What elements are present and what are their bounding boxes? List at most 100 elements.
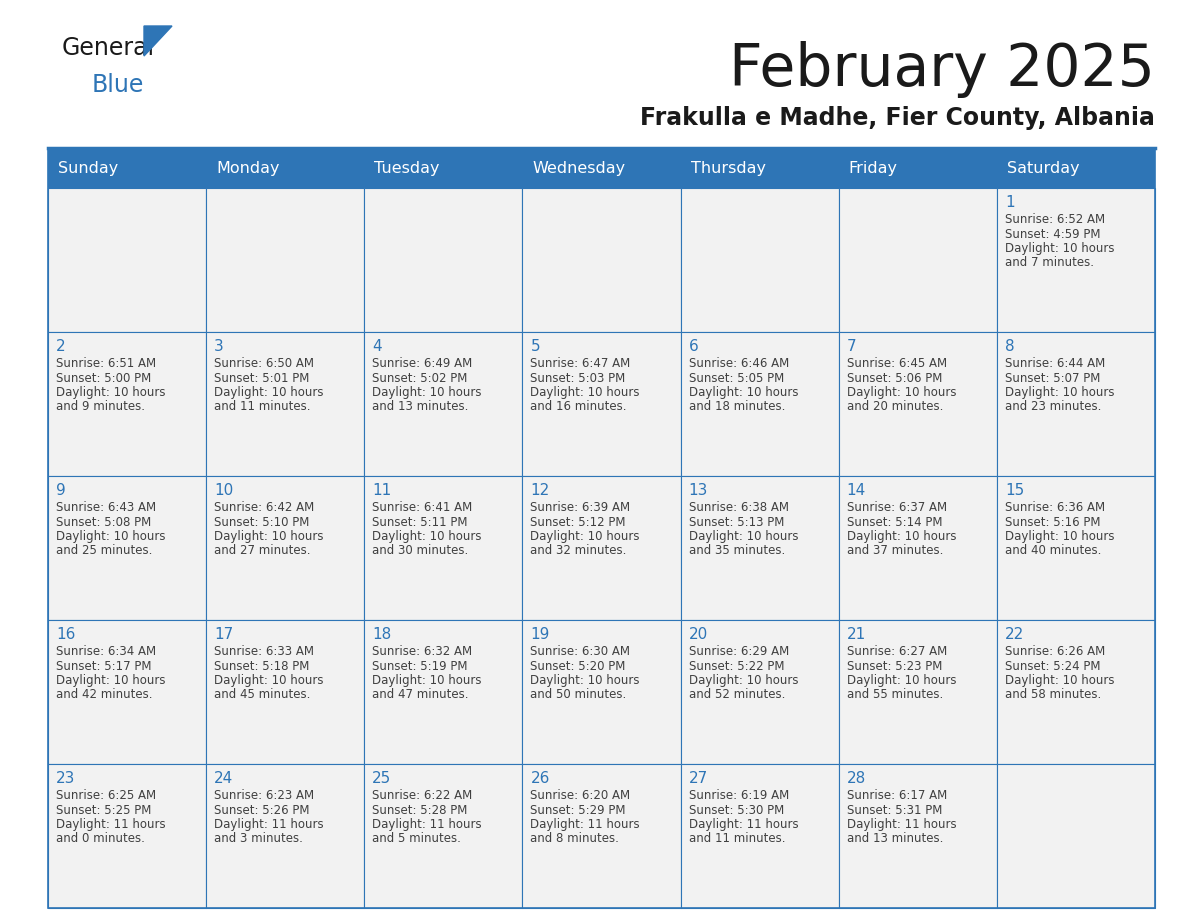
Text: and 25 minutes.: and 25 minutes.	[56, 544, 152, 557]
Text: and 40 minutes.: and 40 minutes.	[1005, 544, 1101, 557]
Text: 17: 17	[214, 627, 233, 642]
Text: 13: 13	[689, 483, 708, 498]
Text: 7: 7	[847, 339, 857, 354]
Text: 28: 28	[847, 771, 866, 786]
Text: 9: 9	[56, 483, 65, 498]
Text: and 58 minutes.: and 58 minutes.	[1005, 688, 1101, 701]
Text: Sunset: 5:06 PM: Sunset: 5:06 PM	[847, 372, 942, 385]
Bar	[523, 620, 681, 764]
Text: Sunrise: 6:46 AM: Sunrise: 6:46 AM	[689, 357, 789, 370]
Text: Tuesday: Tuesday	[374, 162, 440, 176]
Text: and 16 minutes.: and 16 minutes.	[530, 400, 627, 413]
Bar	[839, 476, 997, 620]
Bar	[681, 476, 839, 620]
Text: General: General	[62, 36, 156, 60]
Bar	[997, 188, 1155, 332]
Text: Sunrise: 6:27 AM: Sunrise: 6:27 AM	[847, 645, 947, 658]
Bar	[365, 620, 523, 764]
Text: Sunrise: 6:19 AM: Sunrise: 6:19 AM	[689, 789, 789, 802]
Text: Daylight: 10 hours: Daylight: 10 hours	[56, 674, 165, 687]
Text: Sunset: 5:13 PM: Sunset: 5:13 PM	[689, 516, 784, 529]
Text: and 20 minutes.: and 20 minutes.	[847, 400, 943, 413]
Text: and 47 minutes.: and 47 minutes.	[372, 688, 469, 701]
Text: Sunrise: 6:32 AM: Sunrise: 6:32 AM	[372, 645, 473, 658]
Text: Daylight: 10 hours: Daylight: 10 hours	[689, 386, 798, 399]
Text: Daylight: 10 hours: Daylight: 10 hours	[1005, 530, 1114, 543]
Text: and 13 minutes.: and 13 minutes.	[372, 400, 468, 413]
Text: 8: 8	[1005, 339, 1015, 354]
Text: Sunrise: 6:47 AM: Sunrise: 6:47 AM	[530, 357, 631, 370]
Text: Sunrise: 6:49 AM: Sunrise: 6:49 AM	[372, 357, 473, 370]
Bar	[839, 764, 997, 908]
Text: 22: 22	[1005, 627, 1024, 642]
Text: Sunset: 5:28 PM: Sunset: 5:28 PM	[372, 803, 468, 816]
Text: Sunset: 5:20 PM: Sunset: 5:20 PM	[530, 659, 626, 673]
Text: Daylight: 11 hours: Daylight: 11 hours	[530, 818, 640, 831]
Text: and 13 minutes.: and 13 minutes.	[847, 833, 943, 845]
Bar	[997, 476, 1155, 620]
Text: Sunset: 5:31 PM: Sunset: 5:31 PM	[847, 803, 942, 816]
Text: 23: 23	[56, 771, 75, 786]
Text: Daylight: 11 hours: Daylight: 11 hours	[214, 818, 324, 831]
Text: Daylight: 10 hours: Daylight: 10 hours	[847, 674, 956, 687]
Text: Sunrise: 6:43 AM: Sunrise: 6:43 AM	[56, 501, 156, 514]
Bar	[839, 188, 997, 332]
Text: Daylight: 10 hours: Daylight: 10 hours	[1005, 674, 1114, 687]
Text: Daylight: 10 hours: Daylight: 10 hours	[530, 530, 640, 543]
Text: Daylight: 11 hours: Daylight: 11 hours	[56, 818, 165, 831]
Text: and 55 minutes.: and 55 minutes.	[847, 688, 943, 701]
Bar	[48, 476, 207, 620]
Text: and 0 minutes.: and 0 minutes.	[56, 833, 145, 845]
Bar	[997, 620, 1155, 764]
Text: Sunrise: 6:36 AM: Sunrise: 6:36 AM	[1005, 501, 1105, 514]
Text: Blue: Blue	[91, 73, 145, 97]
Text: and 3 minutes.: and 3 minutes.	[214, 833, 303, 845]
Bar	[839, 332, 997, 476]
Text: 1: 1	[1005, 195, 1015, 210]
Text: Daylight: 10 hours: Daylight: 10 hours	[689, 674, 798, 687]
Text: Daylight: 10 hours: Daylight: 10 hours	[214, 674, 323, 687]
Text: 19: 19	[530, 627, 550, 642]
Text: Sunrise: 6:52 AM: Sunrise: 6:52 AM	[1005, 213, 1105, 226]
Text: Sunrise: 6:42 AM: Sunrise: 6:42 AM	[214, 501, 315, 514]
Text: 20: 20	[689, 627, 708, 642]
Text: Sunrise: 6:33 AM: Sunrise: 6:33 AM	[214, 645, 314, 658]
Bar	[681, 188, 839, 332]
Text: Daylight: 11 hours: Daylight: 11 hours	[847, 818, 956, 831]
Text: and 8 minutes.: and 8 minutes.	[530, 833, 619, 845]
Text: Sunset: 5:24 PM: Sunset: 5:24 PM	[1005, 659, 1100, 673]
Bar	[207, 476, 365, 620]
Text: Sunset: 5:05 PM: Sunset: 5:05 PM	[689, 372, 784, 385]
Bar	[365, 332, 523, 476]
Text: Sunrise: 6:37 AM: Sunrise: 6:37 AM	[847, 501, 947, 514]
Text: and 42 minutes.: and 42 minutes.	[56, 688, 152, 701]
Text: Monday: Monday	[216, 162, 279, 176]
Text: and 52 minutes.: and 52 minutes.	[689, 688, 785, 701]
Text: Sunset: 5:17 PM: Sunset: 5:17 PM	[56, 659, 152, 673]
Text: 18: 18	[372, 627, 392, 642]
Text: Thursday: Thursday	[690, 162, 765, 176]
Text: Sunset: 5:00 PM: Sunset: 5:00 PM	[56, 372, 151, 385]
Text: Daylight: 10 hours: Daylight: 10 hours	[530, 386, 640, 399]
Text: Sunrise: 6:44 AM: Sunrise: 6:44 AM	[1005, 357, 1105, 370]
Bar	[48, 620, 207, 764]
Bar	[207, 188, 365, 332]
Text: and 18 minutes.: and 18 minutes.	[689, 400, 785, 413]
Text: Sunset: 5:19 PM: Sunset: 5:19 PM	[372, 659, 468, 673]
Text: Friday: Friday	[848, 162, 898, 176]
Text: 21: 21	[847, 627, 866, 642]
Text: and 35 minutes.: and 35 minutes.	[689, 544, 785, 557]
Text: Sunrise: 6:34 AM: Sunrise: 6:34 AM	[56, 645, 156, 658]
Text: Daylight: 10 hours: Daylight: 10 hours	[372, 386, 482, 399]
Text: Sunrise: 6:39 AM: Sunrise: 6:39 AM	[530, 501, 631, 514]
Text: 6: 6	[689, 339, 699, 354]
Text: and 30 minutes.: and 30 minutes.	[372, 544, 468, 557]
Text: Sunset: 5:23 PM: Sunset: 5:23 PM	[847, 659, 942, 673]
Text: and 9 minutes.: and 9 minutes.	[56, 400, 145, 413]
Text: Sunrise: 6:25 AM: Sunrise: 6:25 AM	[56, 789, 156, 802]
Text: Sunrise: 6:20 AM: Sunrise: 6:20 AM	[530, 789, 631, 802]
Bar	[207, 332, 365, 476]
Bar	[681, 764, 839, 908]
Text: Daylight: 10 hours: Daylight: 10 hours	[847, 530, 956, 543]
Text: Daylight: 10 hours: Daylight: 10 hours	[214, 530, 323, 543]
